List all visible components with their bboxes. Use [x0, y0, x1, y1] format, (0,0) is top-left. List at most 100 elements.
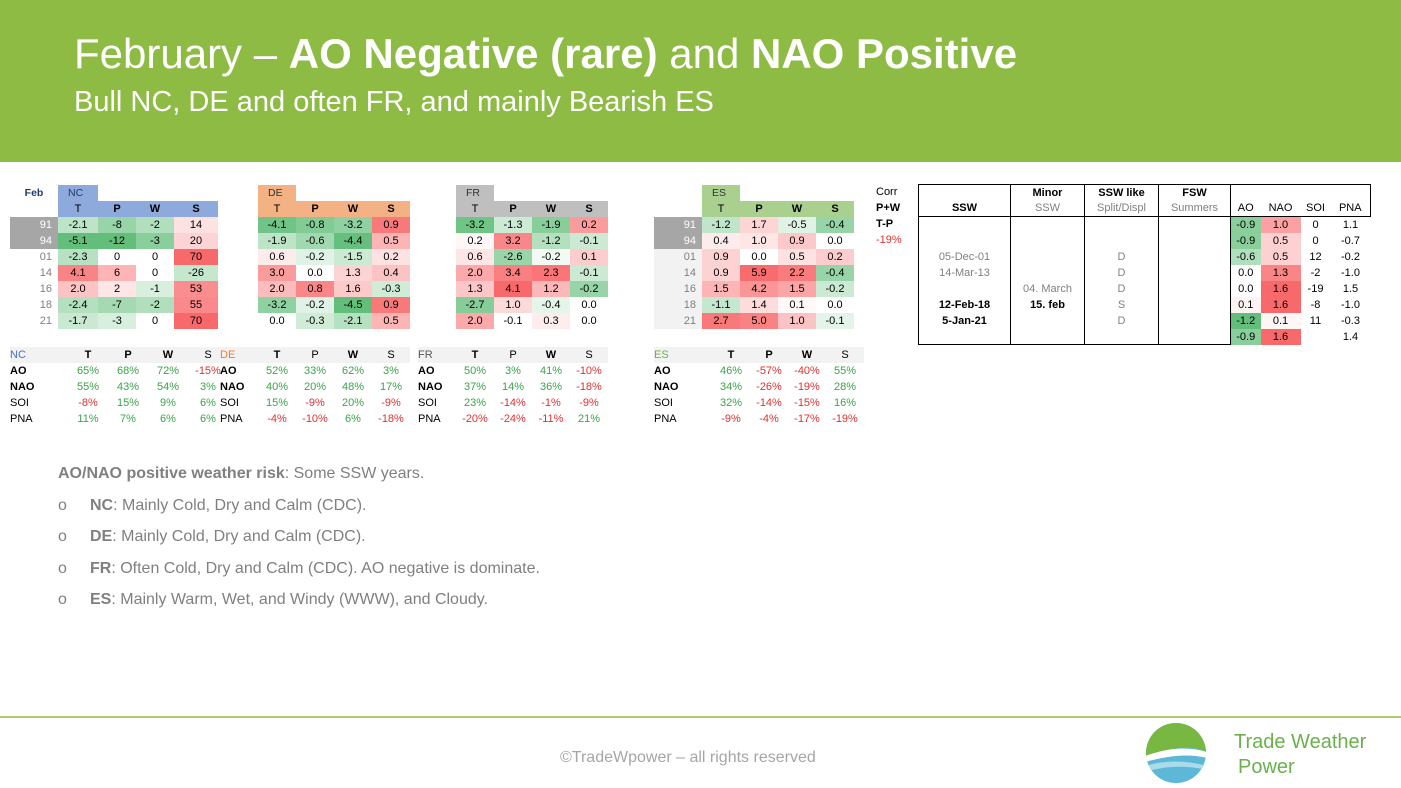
- brand-line-2: Power: [1238, 756, 1295, 778]
- region-name: DE: [258, 185, 296, 201]
- value-cell: 1.0: [740, 233, 778, 249]
- corr-value: 3%: [383, 365, 399, 377]
- ssw-cell: [1301, 329, 1331, 345]
- value-cell: -2: [136, 217, 174, 233]
- blank: [816, 185, 854, 201]
- ssw-cell: 1.5: [1342, 282, 1359, 295]
- value-cell: 0.9: [778, 233, 816, 249]
- corr-index-label: PNA: [654, 413, 677, 425]
- ssw-cell: [1158, 280, 1231, 297]
- value-cell: 0: [136, 249, 174, 265]
- column-header: T: [456, 201, 494, 217]
- blank: [174, 185, 218, 201]
- note-key: DE: [90, 528, 113, 545]
- ssw-cell: -2: [1310, 266, 1321, 279]
- corr-region-name: ES: [654, 347, 712, 363]
- ssw-cell: 0.1: [1230, 296, 1261, 313]
- value-cell: 2.2: [778, 265, 816, 281]
- ssw-cell: D: [1084, 280, 1159, 297]
- column-header: W: [778, 201, 816, 217]
- ssw-cell: 0.1: [1260, 312, 1301, 329]
- ssw-subheader: AO: [1230, 200, 1261, 217]
- corr-value: 40%: [265, 381, 289, 393]
- corr-value: 3%: [505, 365, 521, 377]
- corr-value: 23%: [463, 397, 487, 409]
- corr-value: 6%: [345, 413, 361, 425]
- ssw-cell: [1010, 248, 1085, 265]
- ssw-row: -0.9 1.6 1.4: [918, 328, 1371, 345]
- value-cell: -0.2: [532, 249, 570, 265]
- ssw-cell: [1010, 328, 1085, 345]
- value-cell: 0.5: [372, 313, 410, 329]
- column-header: P: [494, 201, 532, 217]
- ssw-cell: 1.6: [1260, 280, 1301, 297]
- corr-row: AO 52% 33% 62% 3%: [220, 363, 410, 379]
- value-cell: 0.0: [570, 313, 608, 329]
- value-cell: -3: [98, 313, 136, 329]
- corr-value: 36%: [539, 381, 563, 393]
- corr-value: 17%: [379, 381, 403, 393]
- copyright: ©TradeWpower – all rights reserved: [560, 749, 816, 766]
- value-cell: 1.3: [456, 281, 494, 297]
- table-row: 1.3 4.1 1.2 -0.2: [456, 281, 608, 297]
- corr-region-name: NC: [10, 347, 68, 363]
- corr-value: -4%: [759, 413, 779, 425]
- ssw-cell: -0.2: [1341, 250, 1360, 263]
- corr-index-label: PNA: [10, 413, 33, 425]
- value-cell: 4.1: [494, 281, 532, 297]
- table-row: 2.0 -0.1 0.3 0.0: [456, 313, 608, 329]
- ssw-row: 14-Mar-13 D 0.0 1.3 -2 -1.0: [918, 264, 1371, 281]
- corr-column-header: S: [570, 347, 608, 363]
- ssw-header: [1230, 184, 1261, 201]
- brand-line-1: Trade Weather: [1234, 731, 1367, 753]
- corr-value: 9%: [160, 397, 176, 409]
- corr-value: -26%: [756, 381, 782, 393]
- corr-value: -57%: [756, 365, 782, 377]
- value-cell: -0.6: [296, 233, 334, 249]
- blank: [136, 185, 174, 201]
- column-header: S: [570, 201, 608, 217]
- corr-value: 6%: [200, 397, 216, 409]
- value-cell: -2: [136, 297, 174, 313]
- value-cell: 14: [174, 217, 218, 233]
- table-row: 94 -5.1 -12 -3 20: [10, 233, 218, 249]
- risk-label: AO/NAO positive weather risk: [58, 465, 285, 482]
- value-cell: 5.9: [740, 265, 778, 281]
- corr-index-label: AO: [220, 365, 237, 377]
- value-cell: -1.2: [532, 233, 570, 249]
- corr-value: 15%: [265, 397, 289, 409]
- value-cell: -0.2: [296, 297, 334, 313]
- column-header: T: [58, 201, 98, 217]
- ssw-cell: D: [1084, 312, 1159, 329]
- table-es: ES T P W S 91 -1.2 1.7 -0.5 -0.4 94 0.4 1.0 0.9 0.0 01 0…: [654, 185, 854, 329]
- page-title: February – AO Negative (rare) and NAO Po…: [74, 30, 1017, 78]
- table-row: 14 0.9 5.9 2.2 -0.4: [654, 265, 854, 281]
- note-key: FR: [90, 559, 112, 577]
- value-cell: -2.3: [58, 249, 98, 265]
- table-row: 91 -2.1 -8 -2 14: [10, 217, 218, 233]
- value-cell: 1.4: [740, 297, 778, 313]
- corr-value: 62%: [341, 365, 365, 377]
- ssw-cell: [918, 216, 1011, 233]
- value-cell: 0.5: [372, 233, 410, 249]
- corr-value: 3%: [200, 381, 216, 393]
- corr-value: -18%: [576, 381, 602, 393]
- corr-column-header: W: [788, 347, 826, 363]
- corr-value: 6%: [200, 413, 216, 425]
- value-cell: 3.2: [494, 233, 532, 249]
- ssw-subheader: SSW: [1010, 200, 1085, 217]
- value-cell: 4.1: [58, 265, 98, 281]
- blank: [654, 185, 702, 201]
- ssw-cell: [1010, 216, 1085, 233]
- value-cell: 0.2: [570, 217, 608, 233]
- value-cell: -5.1: [58, 233, 98, 249]
- corr-value: 14%: [501, 381, 525, 393]
- ssw-cell: -8: [1310, 298, 1321, 311]
- corr-value: 7%: [120, 413, 136, 425]
- year-cell: 21: [654, 313, 702, 329]
- corr-value: -4%: [267, 413, 287, 425]
- ssw-cell: -1.2: [1230, 312, 1261, 329]
- note-item: o FR: Often Cold, Dry and Calm (CDC). AO …: [58, 553, 540, 585]
- corr-value: -15%: [794, 397, 820, 409]
- ssw-cell: -19: [1307, 282, 1324, 295]
